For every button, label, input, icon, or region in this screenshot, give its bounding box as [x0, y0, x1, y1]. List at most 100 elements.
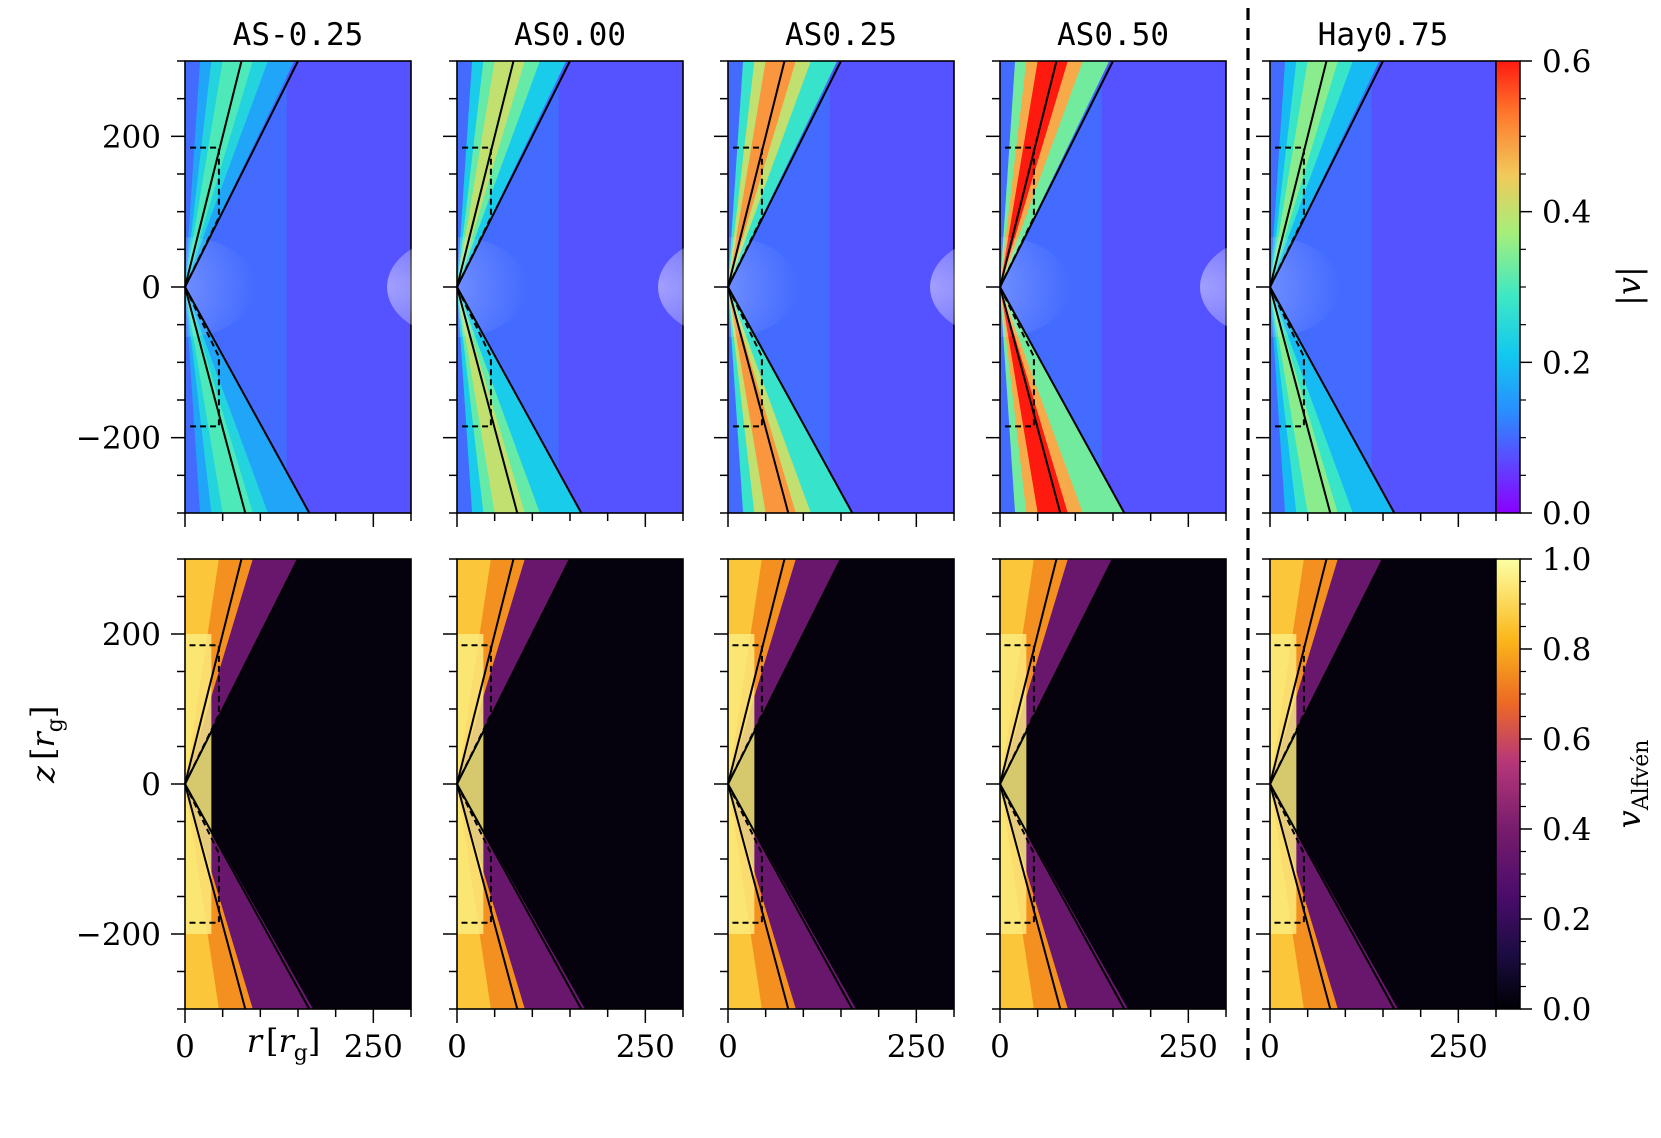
contour-solid-inner	[456, 286, 519, 514]
colorbar-label-bottom: vAlfvén	[1610, 740, 1654, 829]
colorbar-tick-label: 0.4	[1542, 195, 1591, 231]
contour-solid-inner	[456, 558, 515, 785]
contour-solid-inner	[999, 60, 1058, 288]
x-tick-label: 0	[1260, 1029, 1280, 1065]
contour-solid-outer	[184, 286, 311, 514]
y-tick-label: 200	[102, 119, 161, 155]
colorbar-1	[1495, 558, 1521, 1010]
contour-dashed	[727, 644, 763, 785]
contour-solid-outer	[1269, 286, 1396, 514]
contour-dashed	[456, 783, 492, 924]
contour-dashed	[456, 286, 492, 428]
jet-core	[185, 287, 268, 513]
contour-solid-inner	[184, 286, 247, 514]
panel-Hay0.75-row-0	[1200, 60, 1497, 527]
colorbar-tick-label: 0.0	[1542, 992, 1591, 1028]
jet-peak	[728, 287, 796, 513]
contour-dashed	[184, 286, 220, 428]
colorbar-tick-label: 0.0	[1542, 496, 1591, 532]
contour-solid-inner	[727, 60, 786, 288]
contour-solid-inner	[1269, 783, 1332, 1010]
panel-AS0.50-row-0	[930, 60, 1227, 527]
jet-core	[457, 61, 540, 287]
panel-AS0.25-row-1	[714, 558, 955, 1023]
contour-dashed	[456, 146, 492, 288]
contour-dashed	[727, 286, 763, 428]
contour-solid-outer	[184, 783, 311, 1010]
colorbar-tick-label: 0.2	[1542, 345, 1591, 381]
panel-AS-0.25-row-1	[171, 558, 412, 1023]
colorbar-label-bottom-main: v	[1610, 810, 1648, 828]
x-tick-label: 250	[616, 1029, 675, 1065]
colorbar-0	[1495, 60, 1521, 514]
contour-dashed	[999, 644, 1035, 785]
jet-peak	[728, 61, 796, 287]
contour-solid-outer	[999, 286, 1126, 514]
x-axis-label-var: r	[247, 1022, 264, 1060]
contour-solid-inner	[727, 286, 790, 514]
x-tick-label: 0	[175, 1029, 195, 1065]
y-tick-label: 200	[102, 617, 161, 653]
contour-solid-inner	[1269, 286, 1332, 514]
contour-solid-outer	[727, 286, 854, 514]
contour-dashed	[184, 146, 220, 288]
jet-core	[1000, 287, 1083, 513]
y-tick-label: 0	[141, 767, 161, 803]
panel-title: AS0.25	[785, 17, 897, 53]
panel-title: AS-0.25	[233, 17, 364, 53]
jet-core	[1270, 287, 1353, 513]
contour-solid-outer	[456, 286, 583, 514]
x-tick-label: 250	[344, 1029, 403, 1065]
colorbar-label-bottom-sub: Alfvén	[1629, 740, 1654, 812]
contour-dashed	[999, 286, 1035, 428]
contour-solid-outer	[1269, 783, 1396, 1010]
contour-dashed	[1269, 783, 1305, 924]
colorbar-tick-label: 0.6	[1542, 722, 1591, 758]
contour-solid-inner	[184, 558, 243, 785]
alfven-peak	[185, 634, 212, 934]
contour-dashed	[456, 644, 492, 785]
alfven-peak	[1000, 634, 1027, 934]
contour-dashed	[727, 146, 763, 288]
y-tick-label: 0	[141, 270, 161, 306]
colorbar-tick-label: 0.4	[1542, 812, 1591, 848]
contour-solid-outer	[999, 783, 1126, 1010]
colorbar-tick-label: 0.2	[1542, 902, 1591, 938]
contour-solid-inner	[184, 60, 243, 288]
contour-dashed	[1269, 146, 1305, 288]
panel-title: AS0.00	[514, 17, 626, 53]
contour-solid-inner	[184, 783, 247, 1010]
contour-solid-inner	[727, 558, 786, 785]
alfven-peak	[457, 634, 484, 934]
colorbar-label-top: |v|	[1610, 266, 1648, 306]
colorbar-tick-label: 0.8	[1542, 632, 1591, 668]
x-tick-label: 250	[1429, 1029, 1488, 1065]
jet-core	[728, 287, 811, 513]
x-tick-label: 0	[447, 1029, 467, 1065]
contour-solid-inner	[1269, 558, 1328, 785]
y-tick-label: −200	[76, 421, 161, 457]
colorbar-tick-label: 1.0	[1542, 542, 1591, 578]
alfven-peak	[728, 634, 755, 934]
contour-solid-inner	[1269, 60, 1328, 288]
x-tick-label: 0	[718, 1029, 738, 1065]
x-axis-label-unit: [rg]	[266, 1022, 320, 1066]
contour-dashed	[999, 146, 1035, 288]
panel-AS0.00-row-1	[443, 558, 684, 1023]
y-tick-label: −200	[76, 917, 161, 953]
contour-solid-outer	[727, 783, 854, 1010]
x-tick-label: 250	[1159, 1029, 1218, 1065]
contour-solid-inner	[999, 558, 1058, 785]
contour-dashed	[1269, 286, 1305, 428]
panel-AS0.00-row-0	[387, 60, 684, 527]
contour-dashed	[1269, 644, 1305, 785]
y-axis-label-unit: [rg]	[24, 706, 68, 760]
x-tick-label: 250	[887, 1029, 946, 1065]
y-axis-label-var: z	[24, 765, 62, 784]
contour-solid-inner	[727, 783, 790, 1010]
alfven-peak	[1270, 634, 1297, 934]
panel-AS-0.25-row-0	[115, 60, 412, 527]
jet-core	[457, 287, 540, 513]
jet-core	[1270, 61, 1353, 287]
